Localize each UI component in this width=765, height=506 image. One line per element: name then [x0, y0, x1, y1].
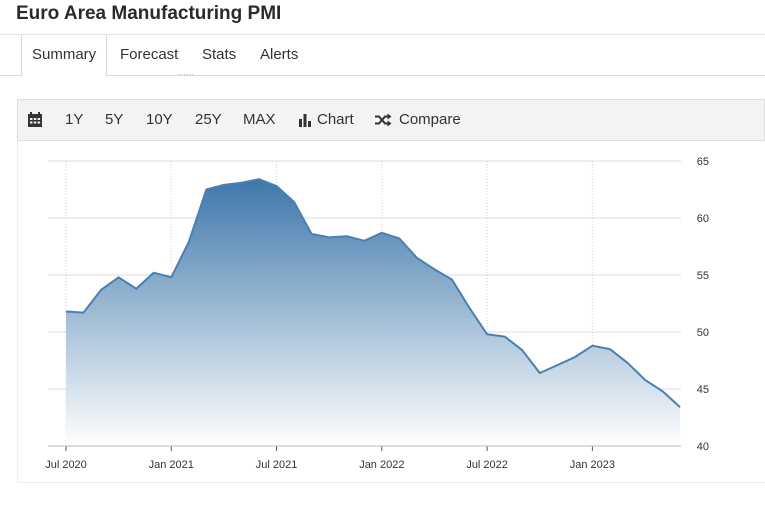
data-point-2022-02 — [397, 237, 401, 241]
tab-stats[interactable]: Stats — [202, 46, 237, 63]
data-point-2023-01 — [590, 344, 594, 348]
data-point-2021-06 — [257, 177, 261, 181]
data-point-2021-04 — [222, 183, 226, 187]
compare-button[interactable]: Compare — [399, 111, 461, 128]
x-tick-label-5: Jan 2023 — [570, 459, 615, 471]
data-point-2022-11 — [555, 363, 559, 367]
y-tick-label-40: 40 — [697, 441, 709, 453]
data-point-2021-05 — [239, 181, 243, 185]
data-point-2021-07 — [275, 184, 279, 188]
data-point-2023-03 — [625, 361, 629, 365]
data-point-2022-01 — [380, 231, 384, 235]
pmi-area-fill — [66, 179, 681, 446]
y-tick-label-65: 65 — [697, 156, 709, 168]
tab-ghost-text: ...... — [178, 68, 195, 77]
data-point-2022-10 — [538, 371, 542, 375]
x-tick-label-3: Jan 2022 — [359, 459, 404, 471]
bar-chart-icon — [299, 100, 313, 140]
range-max-button[interactable]: MAX — [243, 111, 276, 128]
y-tick-label-50: 50 — [697, 327, 709, 339]
chart-toolbar: 1Y 5Y 10Y 25Y MAX Chart Compare — [17, 99, 765, 141]
data-point-2022-09 — [520, 348, 524, 352]
pmi-series-line — [65, 178, 681, 408]
data-point-2023-02 — [608, 347, 612, 351]
y-tick-label-45: 45 — [697, 384, 709, 396]
data-point-2022-05 — [450, 278, 454, 282]
data-point-2022-07 — [485, 332, 489, 336]
data-point-2021-02 — [187, 240, 191, 244]
data-point-2023-06 — [678, 405, 682, 409]
chart-area: 65 60 55 50 45 40 Jul 2020 Jan 2021 Jul 2021 Jan … — [17, 141, 765, 483]
tab-alerts[interactable]: Alerts — [260, 46, 299, 63]
title-bar: Euro Area Manufacturing PMI — [0, 0, 765, 35]
tab-forecast[interactable]: Forecast — [120, 46, 179, 63]
tab-bar: Summary Forecast Stats Alerts — [0, 35, 765, 76]
data-point-2021-12 — [362, 239, 366, 243]
chart-type-button[interactable]: Chart — [317, 111, 354, 128]
data-point-2020-10 — [117, 275, 121, 279]
data-point-2022-03 — [415, 256, 419, 260]
data-point-2022-08 — [503, 335, 507, 339]
y-tick-label-60: 60 — [697, 213, 709, 225]
data-point-2021-09 — [310, 232, 314, 236]
shuffle-icon — [375, 100, 392, 140]
data-point-2023-04 — [643, 378, 647, 382]
data-point-2022-04 — [432, 267, 436, 271]
data-point-2021-11 — [345, 234, 349, 238]
pmi-area-chart: 65 60 55 50 45 40 Jul 2020 Jan 2021 Jul 2021 Jan … — [45, 156, 709, 471]
data-point-2023-05 — [661, 389, 665, 393]
tab-summary[interactable]: Summary — [21, 35, 108, 76]
x-tick-label-1: Jan 2021 — [149, 459, 194, 471]
data-point-2020-07 — [64, 309, 68, 313]
range-1y-button[interactable]: 1Y — [65, 111, 84, 128]
calendar-icon[interactable] — [27, 100, 43, 140]
x-tick-label-0: Jul 2020 — [45, 459, 87, 471]
data-point-2022-06 — [468, 306, 472, 310]
range-5y-button[interactable]: 5Y — [105, 111, 124, 128]
range-10y-button[interactable]: 10Y — [146, 111, 173, 128]
x-tick-label-2: Jul 2021 — [256, 459, 298, 471]
data-point-2020-12 — [152, 271, 156, 275]
x-tick-label-4: Jul 2022 — [466, 459, 508, 471]
data-point-2020-11 — [134, 287, 138, 291]
range-25y-button[interactable]: 25Y — [195, 111, 222, 128]
data-point-2022-12 — [573, 355, 577, 359]
data-point-2020-09 — [99, 288, 103, 292]
data-point-2021-03 — [204, 188, 208, 192]
page-title: Euro Area Manufacturing PMI — [16, 3, 282, 24]
data-point-2020-08 — [82, 311, 86, 315]
y-tick-label-55: 55 — [697, 270, 709, 282]
data-point-2021-10 — [327, 235, 331, 239]
data-point-2021-08 — [292, 200, 296, 204]
data-point-2021-01 — [169, 275, 173, 279]
